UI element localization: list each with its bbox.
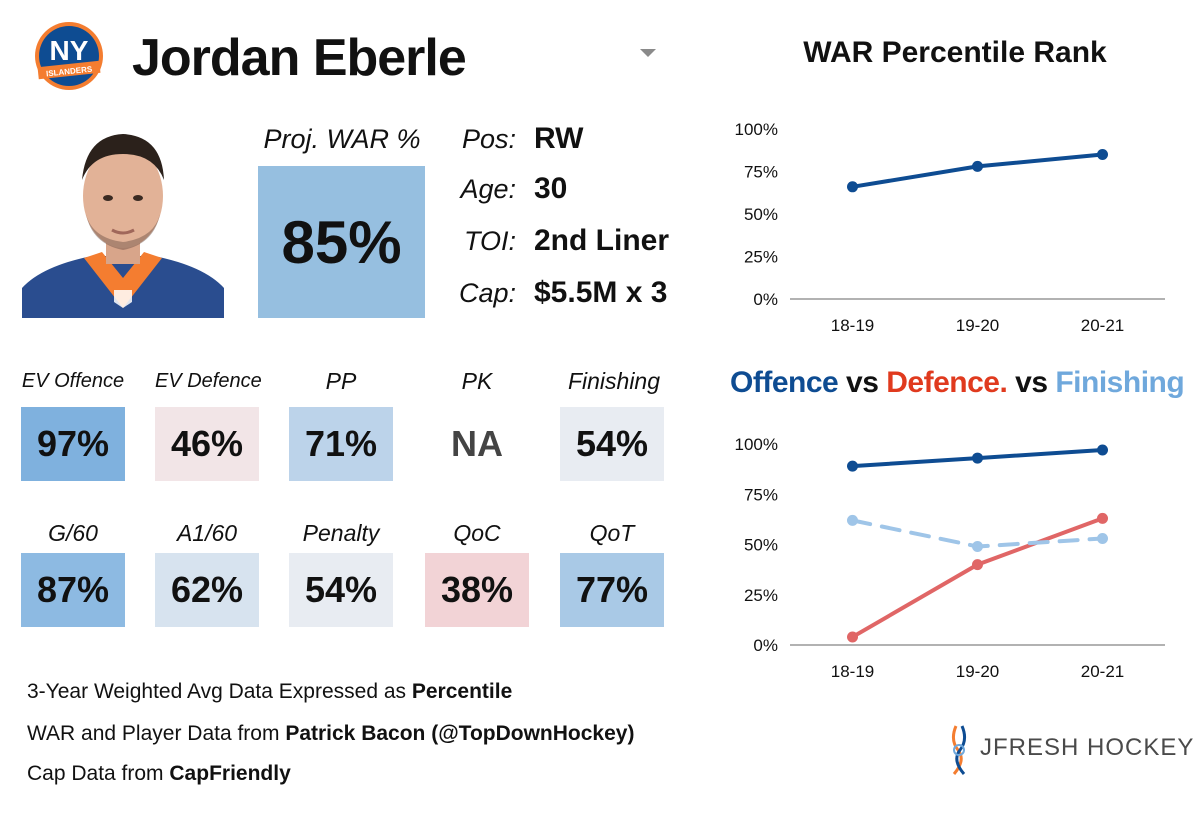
note-cap-source: Cap Data from CapFriendly: [27, 762, 291, 786]
metric-label-qot: QoT: [589, 520, 635, 546]
metric-value-g60: 87%: [21, 553, 125, 627]
player-dropdown-icon[interactable]: [640, 49, 656, 57]
note-war-source-text: WAR and Player Data from: [27, 722, 286, 745]
note-cap-source-bold: CapFriendly: [169, 762, 291, 785]
metric-value-a160: 62%: [155, 553, 259, 627]
chart-title-part: Offence: [730, 366, 839, 399]
y-tick-label: 25%: [744, 248, 778, 267]
toi-label: TOI:: [463, 226, 516, 256]
x-tick-label: 19-20: [956, 662, 999, 681]
data-point: [847, 460, 858, 472]
metric-label-ev-defence: EV Defence: [155, 370, 262, 392]
comparison-chart-title: Offence vs Defence. vs Finishing: [730, 366, 1185, 400]
metric-label-g60: G/60: [48, 520, 98, 546]
metric-value-penalty: 54%: [289, 553, 393, 627]
x-tick-label: 20-21: [1081, 316, 1124, 335]
metric-value-ev-offence: 97%: [21, 407, 125, 481]
note-percentile-bold: Percentile: [411, 680, 513, 703]
metric-value-qot: 77%: [560, 553, 664, 627]
metric-label-qoc: QoC: [453, 520, 501, 546]
chart-title-part: Finishing: [1055, 366, 1185, 399]
team-logo-text: NY: [50, 35, 89, 66]
y-tick-label: 75%: [744, 485, 778, 504]
chart-title-part: vs: [1007, 366, 1056, 399]
age-label: Age:: [460, 174, 516, 204]
proj-war-label: Proj. WAR %: [263, 124, 421, 154]
series-line: [850, 516, 1105, 639]
player-headshot: [22, 118, 224, 318]
position-label: Pos:: [461, 124, 516, 154]
metric-value-ev-defence: 46%: [155, 407, 259, 481]
metric-value-qoc: 38%: [425, 553, 529, 627]
data-point: [847, 514, 858, 526]
jfresh-logo-icon: [951, 725, 967, 775]
metric-value-pk: NA: [425, 407, 529, 481]
data-point: [972, 541, 983, 553]
proj-war-value: 85%: [258, 166, 425, 318]
jfresh-hockey-brand: JFRESH HOCKEY: [940, 720, 1193, 780]
metric-label-ev-offence: EV Offence: [21, 370, 125, 392]
y-tick-label: 50%: [744, 536, 778, 555]
offence-defence-finishing-chart: 0% 25% 50% 75% 100% 18-19 19-20 20-21: [735, 435, 1165, 681]
x-tick-label: 20-21: [1081, 662, 1124, 681]
data-point: [1097, 149, 1108, 160]
data-point: [1097, 532, 1108, 544]
x-tick-label: 18-19: [831, 316, 874, 335]
y-tick-label: 100%: [735, 120, 778, 139]
y-tick-label: 0%: [753, 636, 778, 655]
metric-label-pk: PK: [461, 368, 493, 394]
data-point: [1097, 444, 1108, 456]
data-point: [1097, 512, 1108, 524]
data-point: [972, 160, 983, 172]
y-tick-label: 25%: [744, 586, 778, 605]
y-tick-label: 75%: [744, 163, 778, 182]
metric-label-pp: PP: [325, 368, 357, 394]
note-cap-source-text: Cap Data from: [27, 762, 170, 785]
metric-value-pp: 71%: [289, 407, 393, 481]
metric-label-finishing: Finishing: [567, 368, 661, 394]
chart-title-part: Defence.: [886, 366, 1008, 399]
x-tick-label: 19-20: [956, 316, 999, 335]
metric-label-penalty: Penalty: [302, 520, 380, 546]
team-logo: NY ISLANDERS: [32, 20, 110, 92]
note-percentile-text: 3-Year Weighted Avg Data Expressed as: [27, 680, 412, 703]
y-tick-label: 100%: [735, 435, 778, 454]
x-tick-label: 18-19: [831, 662, 874, 681]
player-name: Jordan Eberle: [132, 29, 467, 87]
note-war-source: WAR and Player Data from Patrick Bacon (…: [27, 722, 634, 746]
war-chart-title: WAR Percentile Rank: [803, 36, 1107, 69]
y-tick-label: 0%: [753, 290, 778, 309]
age-value: 30: [534, 172, 568, 205]
chart-title-part: vs: [838, 366, 887, 399]
metric-value-finishing: 54%: [560, 407, 664, 481]
toi-value: 2nd Liner: [534, 224, 670, 257]
metric-label-a160: A1/60: [176, 520, 238, 546]
note-war-source-bold: Patrick Bacon (@TopDownHockey): [285, 722, 635, 745]
war-percentile-chart: 0% 25% 50% 75% 100% 18-19 19-20 20-21: [735, 120, 1165, 335]
cap-label: Cap:: [458, 278, 516, 308]
data-point: [972, 452, 983, 464]
data-point: [847, 181, 858, 193]
data-point: [847, 631, 858, 643]
cap-value: $5.5M x 3: [534, 276, 668, 309]
position-value: RW: [534, 122, 584, 155]
note-percentile: 3-Year Weighted Avg Data Expressed as Pe…: [27, 680, 512, 704]
brand-text: JFRESH HOCKEY: [980, 734, 1195, 761]
data-point: [972, 559, 983, 571]
y-tick-label: 50%: [744, 205, 778, 224]
